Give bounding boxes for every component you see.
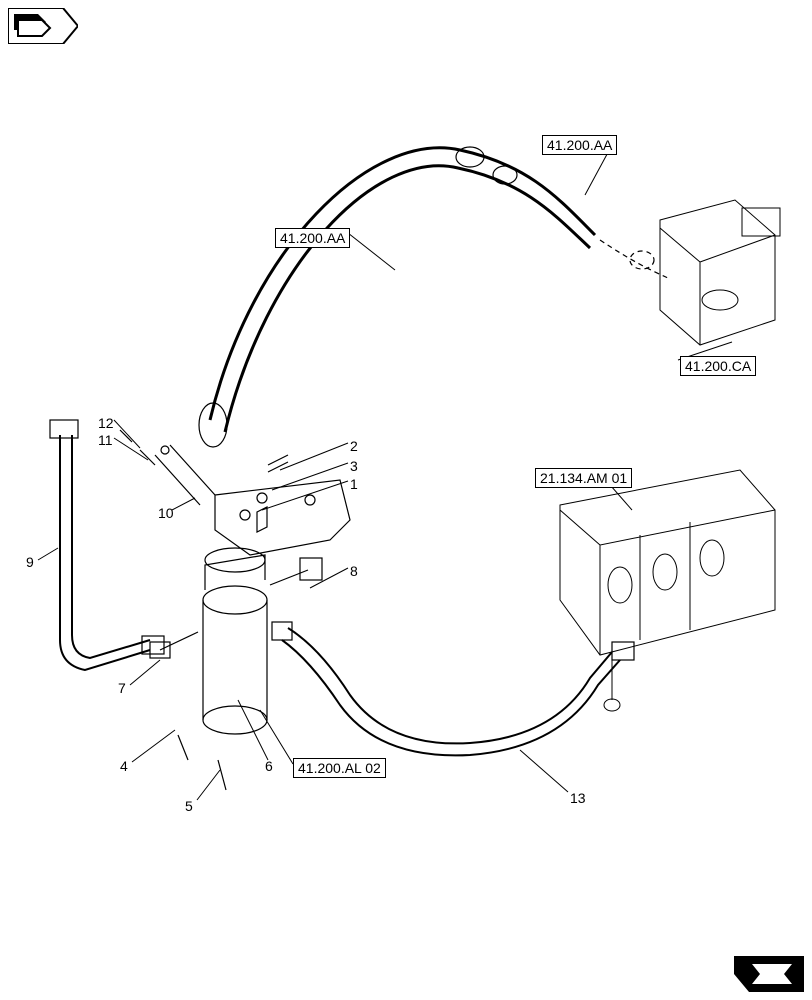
technical-drawing xyxy=(0,0,812,1000)
callout-3: 3 xyxy=(350,458,358,474)
callout-13: 13 xyxy=(570,790,586,806)
ref-box-right-lower: 41.200.CA xyxy=(680,356,756,376)
ref-box-top-mid: 41.200.AA xyxy=(275,228,350,248)
callout-2: 2 xyxy=(350,438,358,454)
callout-6: 6 xyxy=(265,758,273,774)
callout-11: 11 xyxy=(98,432,113,448)
ref-box-lower-mid: 41.200.AL 02 xyxy=(293,758,386,778)
callout-10: 10 xyxy=(158,505,174,521)
callout-1: 1 xyxy=(350,476,358,492)
callout-9: 9 xyxy=(26,554,34,570)
callout-5: 5 xyxy=(185,798,193,814)
callout-8: 8 xyxy=(350,563,358,579)
callout-7: 7 xyxy=(118,680,126,696)
diagram-root: 12 11 10 2 3 1 9 7 8 4 5 6 13 41.200.AA … xyxy=(0,0,812,1000)
ref-box-mid-right: 21.134.AM 01 xyxy=(535,468,632,488)
ref-box-top-right: 41.200.AA xyxy=(542,135,617,155)
callout-4: 4 xyxy=(120,758,128,774)
callout-12: 12 xyxy=(98,415,114,431)
